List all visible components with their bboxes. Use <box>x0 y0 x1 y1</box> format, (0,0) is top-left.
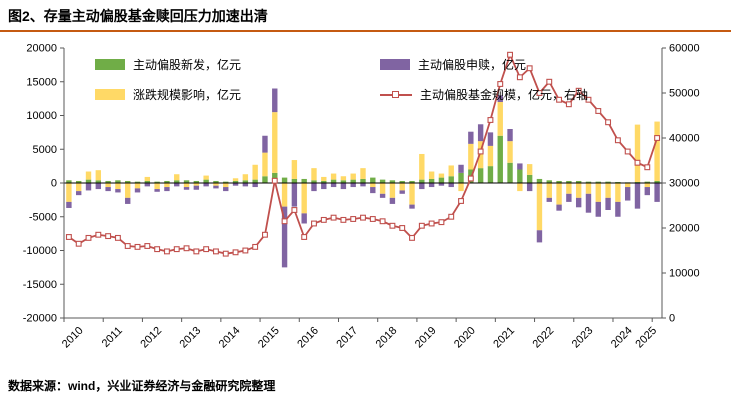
chart-title: 图2、存量主动偏股基金赎回压力加速出清 <box>0 0 731 32</box>
svg-text:2016: 2016 <box>295 325 321 351</box>
source-note: 数据来源：wind，兴业证券经济与金融研究院整理 <box>8 379 276 393</box>
svg-text:0: 0 <box>669 313 675 325</box>
svg-text:10000: 10000 <box>669 268 700 280</box>
legend-swatch-price-impact <box>95 89 125 100</box>
svg-text:20000: 20000 <box>669 223 700 235</box>
svg-text:2014: 2014 <box>217 325 243 351</box>
svg-text:2019: 2019 <box>413 325 439 351</box>
svg-text:2020: 2020 <box>452 325 478 351</box>
legend-item-new-issuance: 主动偏股新发，亿元 <box>95 56 241 73</box>
svg-text:40000: 40000 <box>669 133 700 145</box>
svg-text:0: 0 <box>51 178 57 190</box>
svg-text:20000: 20000 <box>26 43 57 55</box>
svg-text:2022: 2022 <box>530 325 556 351</box>
legend-item-subscription-redemption: 主动偏股申赎，亿元 <box>380 56 526 73</box>
svg-text:2010: 2010 <box>60 325 86 351</box>
svg-text:60000: 60000 <box>669 43 700 55</box>
legend-label-subscription-redemption: 主动偏股申赎，亿元 <box>418 58 527 72</box>
svg-text:15000: 15000 <box>26 76 57 88</box>
svg-text:2025: 2025 <box>633 325 659 351</box>
svg-text:-10000: -10000 <box>23 245 57 257</box>
svg-text:30000: 30000 <box>669 178 700 190</box>
svg-text:2015: 2015 <box>256 325 282 351</box>
svg-text:2018: 2018 <box>374 325 400 351</box>
legend-label-fund-scale: 主动偏股基金规模，亿元，右轴 <box>420 88 589 102</box>
legend-item-fund-scale: 主动偏股基金规模，亿元，右轴 <box>380 86 588 103</box>
legend-item-price-impact: 涨跌规模影响，亿元 <box>95 86 241 103</box>
svg-text:2024: 2024 <box>609 325 635 351</box>
svg-text:2012: 2012 <box>138 325 164 351</box>
svg-text:2023: 2023 <box>570 325 596 351</box>
legend-label-new-issuance: 主动偏股新发，亿元 <box>133 58 242 72</box>
svg-text:-5000: -5000 <box>29 211 57 223</box>
svg-text:2021: 2021 <box>491 325 517 351</box>
chart-area: -20000 -15000 -10000 -5000 0 5000 10000 15000 20… <box>0 32 731 373</box>
svg-text:2017: 2017 <box>334 325 360 351</box>
svg-text:10000: 10000 <box>26 110 57 122</box>
svg-text:5000: 5000 <box>33 144 57 156</box>
svg-text:-20000: -20000 <box>23 313 57 325</box>
svg-text:-15000: -15000 <box>23 279 57 291</box>
legend-swatch-new-issuance <box>95 59 125 70</box>
chart-canvas: -20000 -15000 -10000 -5000 0 5000 10000 15000 20… <box>23 43 700 351</box>
svg-text:2011: 2011 <box>100 325 125 350</box>
legend-line-marker-icon <box>380 89 412 101</box>
svg-text:2013: 2013 <box>178 325 204 351</box>
legend-label-price-impact: 涨跌规模影响，亿元 <box>133 88 242 102</box>
svg-text:50000: 50000 <box>669 88 700 100</box>
legend-swatch-subscription-redemption <box>380 59 410 70</box>
